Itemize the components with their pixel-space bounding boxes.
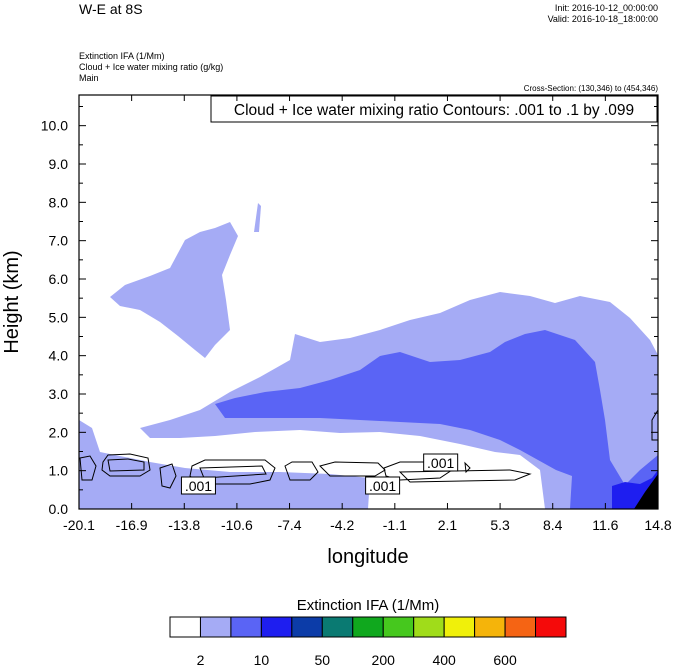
colorbar-swatch	[260, 616, 293, 638]
contour-line	[464, 461, 471, 474]
colorbar-tick-label: 600	[493, 652, 517, 667]
contour-label-box	[365, 476, 401, 495]
contour-line	[398, 469, 532, 483]
contour-label: .001	[180, 476, 216, 495]
y-tick-label: 1.0	[49, 463, 69, 479]
x-tick-label: 8.4	[543, 517, 563, 533]
colorbar-swatch	[443, 616, 476, 638]
plot-area: .001 .001 .001 Cloud + Ice water mixing ra…	[78, 94, 659, 510]
x-tick-label: 14.8	[644, 517, 671, 533]
y-tick-label: 8.0	[49, 194, 69, 210]
contour-label-box	[180, 476, 216, 495]
y-axis-label: Height (km)	[1, 250, 23, 353]
colorbar-swatch	[230, 616, 262, 638]
y-tick-label: 3.0	[49, 386, 69, 402]
y-axis: 0.0 1.0 2.0 3.0 4.0 5.0 6.0 7.0 8.0 9.0 10.0	[41, 106, 658, 517]
cloud-fill-main-medium	[215, 330, 658, 509]
contour-label: .001	[423, 453, 459, 472]
x-tick-label: 11.6	[592, 517, 618, 533]
colorbar	[169, 616, 567, 638]
colorbar-tick-label: 2	[197, 652, 205, 667]
colorbar-swatch	[321, 616, 354, 638]
y-tick-label: 2.0	[49, 424, 69, 440]
y-tick-label: 10.0	[41, 118, 68, 134]
colorbar-swatch	[291, 616, 323, 638]
x-tick-label: -1.1	[383, 517, 407, 533]
colorbar-swatch	[199, 616, 232, 638]
y-tick-label: 0.0	[49, 501, 69, 517]
colorbar-swatch	[352, 616, 384, 638]
contour-label-box	[423, 453, 459, 472]
valid-time: Valid: 2016-10-18_18:00:00	[548, 14, 658, 24]
colorbar-swatch	[535, 616, 567, 638]
x-tick-label: 5.3	[490, 517, 510, 533]
y-tick-label: 7.0	[49, 233, 69, 249]
cloud-fill-upper-light	[110, 222, 238, 358]
contour-label-text: .001	[185, 478, 212, 494]
cloud-fill-thin-spike	[254, 203, 261, 232]
x-tick-label: -7.4	[277, 517, 301, 533]
contour-line	[101, 453, 151, 477]
x-tick-label: -13.8	[168, 517, 200, 533]
colorbar-tick-label: 10	[254, 652, 270, 667]
contour-line	[159, 463, 177, 489]
y-tick-label: 4.0	[49, 348, 69, 364]
cloud-fill-lower-light	[79, 420, 370, 509]
field-label-2: Cloud + Ice water mixing ratio (g/kg)	[79, 62, 223, 72]
x-tick-label: -10.6	[221, 517, 253, 533]
contour-labels: .001 .001 .001	[180, 453, 459, 495]
x-tick-label: -4.2	[330, 517, 354, 533]
colorbar-tick-label: 200	[372, 652, 396, 667]
x-axis-label: longitude	[327, 546, 408, 568]
y-tick-label: 5.0	[49, 309, 69, 325]
plot-frame	[78, 94, 659, 510]
contour-label-text: .001	[427, 455, 454, 471]
contour-label: .001	[365, 476, 401, 495]
colorbar-swatch	[382, 616, 415, 638]
colorbar-labels: 2 10 50 200 400 600	[197, 652, 517, 667]
colorbar-title: Extinction IFA (1/Mm)	[297, 597, 440, 614]
contour-label-text: .001	[369, 478, 396, 494]
contour-line	[199, 465, 267, 479]
colorbar-swatch	[169, 616, 201, 638]
field-label-1: Extinction IFA (1/Mm)	[79, 51, 165, 61]
chart-title: Cloud + Ice water mixing ratio Contours:…	[234, 102, 634, 119]
figure-title: W-E at 8S	[79, 1, 143, 17]
contour-line	[107, 458, 145, 472]
x-axis: -20.1 -16.9 -13.8 -10.6 -7.4 -4.2 -1.1 2.1 5.3 8.…	[63, 95, 672, 533]
cross-section-label: Cross-Section: (130,346) to (454,346)	[524, 84, 659, 93]
x-tick-label: -16.9	[116, 517, 148, 533]
field-label-3: Main	[79, 73, 99, 83]
colorbar-swatch	[504, 616, 537, 638]
contour-info-box	[210, 95, 658, 123]
init-time: Init: 2016-10-12_00:00:00	[555, 3, 658, 13]
x-tick-label: -20.1	[63, 517, 95, 533]
colorbar-swatch	[413, 616, 445, 638]
colorbar-tick-label: 50	[315, 652, 331, 667]
cloud-fill-black	[634, 474, 658, 509]
contour-line	[79, 455, 97, 481]
contour-line	[284, 461, 319, 481]
y-tick-label: 6.0	[49, 271, 69, 287]
y-tick-label: 9.0	[49, 156, 69, 172]
x-tick-label: 2.1	[438, 517, 458, 533]
colorbar-tick-label: 400	[432, 652, 456, 667]
colorbar-swatch	[474, 616, 506, 638]
